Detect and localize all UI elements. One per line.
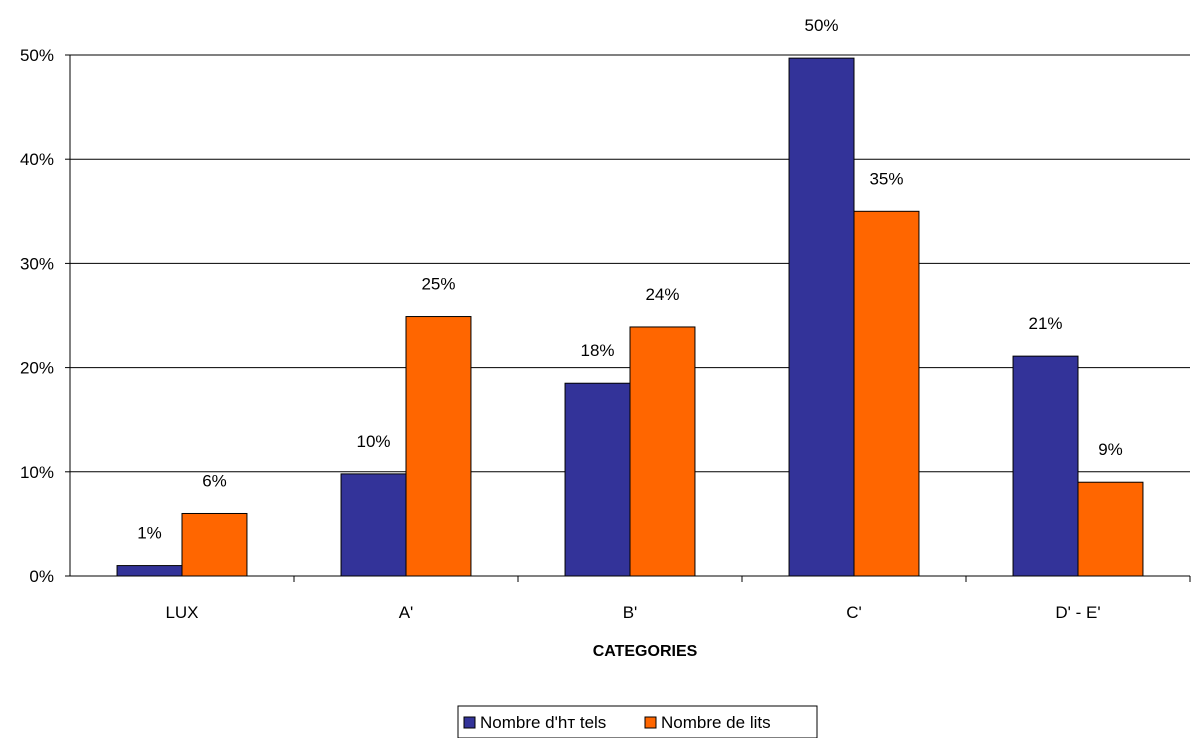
legend: Nombre d'hт tels Nombre de lits: [457, 705, 818, 738]
x-axis-title: CATEGORIES: [593, 643, 698, 660]
bar: [340, 473, 407, 577]
data-label: 35%: [869, 169, 903, 188]
data-label: 24%: [645, 285, 679, 304]
legend-label: Nombre d'hт tels: [480, 713, 606, 732]
bar: [181, 512, 248, 577]
x-tick-label: D' - E': [1055, 603, 1100, 622]
data-label: 50%: [805, 16, 839, 35]
legend-box: [457, 705, 818, 738]
y-tick-label: 30%: [20, 254, 54, 273]
data-label: 9%: [1098, 440, 1123, 459]
data-labels: 1% 6% 10% 25% 18% 24% 50% 35% 21% 9%: [137, 16, 1123, 542]
data-label: 18%: [581, 341, 615, 360]
y-axis-ticks: 0% 10% 20% 30% 40% 50%: [20, 46, 70, 586]
legend-label: Nombre de lits: [661, 713, 771, 732]
legend-swatch: [644, 716, 657, 729]
bar: [629, 326, 696, 577]
data-label: 6%: [202, 471, 227, 490]
bar: [853, 210, 920, 577]
bar: [405, 316, 472, 577]
y-tick-label: 10%: [20, 463, 54, 482]
y-tick-label: 40%: [20, 150, 54, 169]
data-label: 25%: [421, 275, 455, 294]
data-label: 1%: [137, 524, 162, 543]
axes: [69, 55, 1190, 577]
x-tick-label: C': [846, 603, 862, 622]
gridlines: [70, 54, 1190, 473]
x-axis-ticks: LUX A' B' C' D' - E': [165, 576, 1191, 622]
y-tick-label: 50%: [20, 46, 54, 65]
x-tick-label: A': [399, 603, 414, 622]
bar: [116, 565, 183, 577]
bar: [1012, 355, 1079, 577]
x-tick-label: LUX: [165, 603, 198, 622]
data-label: 10%: [357, 432, 391, 451]
y-tick-label: 0%: [29, 567, 54, 586]
bar: [1077, 481, 1144, 577]
y-tick-label: 20%: [20, 359, 54, 378]
bar: [788, 57, 855, 577]
data-label: 21%: [1029, 314, 1063, 333]
bars: [116, 57, 1144, 577]
x-tick-label: B': [623, 603, 638, 622]
legend-swatch: [463, 716, 476, 729]
bar: [564, 382, 631, 577]
